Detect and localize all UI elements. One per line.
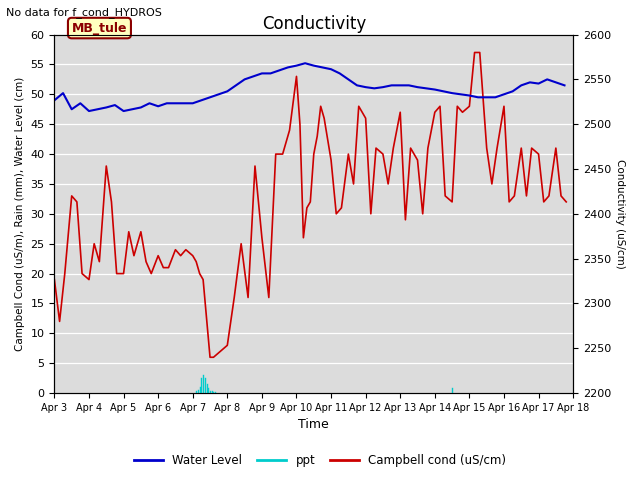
Legend: Water Level, ppt, Campbell cond (uS/cm): Water Level, ppt, Campbell cond (uS/cm) [129, 449, 511, 472]
Text: MB_tule: MB_tule [72, 22, 127, 35]
Text: No data for f_cond_HYDROS: No data for f_cond_HYDROS [6, 7, 163, 18]
Title: Conductivity: Conductivity [262, 15, 366, 33]
Y-axis label: Campbell Cond (uS/m), Rain (mm), Water Level (cm): Campbell Cond (uS/m), Rain (mm), Water L… [15, 77, 25, 351]
X-axis label: Time: Time [298, 419, 329, 432]
Y-axis label: Conductivity (uS/cm): Conductivity (uS/cm) [615, 159, 625, 269]
